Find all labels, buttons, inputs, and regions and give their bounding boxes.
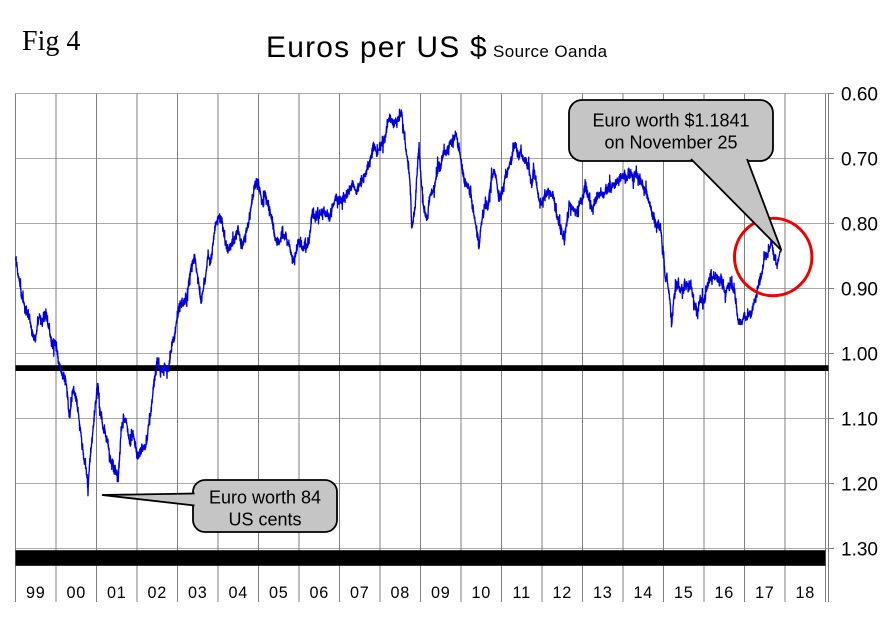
svg-text:13: 13: [593, 584, 613, 602]
svg-text:Fig 4: Fig 4: [22, 26, 80, 57]
svg-text:15: 15: [674, 584, 694, 602]
svg-text:0.70: 0.70: [841, 149, 878, 170]
svg-text:03: 03: [188, 584, 208, 602]
svg-text:on November 25: on November 25: [604, 133, 737, 153]
svg-text:10: 10: [471, 584, 491, 602]
svg-text:Euros per US $: Euros per US $: [266, 31, 488, 64]
svg-text:02: 02: [147, 584, 167, 602]
svg-text:14: 14: [633, 584, 653, 602]
svg-text:16: 16: [714, 584, 734, 602]
svg-text:Euro worth 84: Euro worth 84: [209, 488, 321, 508]
svg-text:Source Oanda: Source Oanda: [493, 42, 608, 61]
svg-text:08: 08: [390, 584, 410, 602]
svg-text:0.90: 0.90: [841, 279, 878, 300]
svg-text:00: 00: [66, 584, 86, 602]
svg-text:18: 18: [795, 584, 815, 602]
svg-text:09: 09: [431, 584, 451, 602]
svg-text:04: 04: [228, 584, 248, 602]
svg-text:05: 05: [269, 584, 289, 602]
svg-text:11: 11: [513, 584, 531, 602]
svg-text:US cents: US cents: [228, 510, 301, 530]
svg-text:07: 07: [350, 584, 370, 602]
svg-text:0.60: 0.60: [841, 84, 878, 105]
svg-text:01: 01: [107, 584, 127, 602]
svg-text:12: 12: [552, 584, 572, 602]
svg-text:17: 17: [755, 584, 775, 602]
svg-text:1.10: 1.10: [841, 409, 878, 430]
svg-text:Euro worth $1.1841: Euro worth $1.1841: [592, 111, 749, 131]
svg-text:99: 99: [26, 584, 46, 602]
svg-text:06: 06: [309, 584, 329, 602]
svg-text:1.00: 1.00: [841, 344, 878, 365]
svg-text:1.20: 1.20: [841, 474, 878, 495]
svg-text:0.80: 0.80: [841, 214, 878, 235]
svg-text:1.30: 1.30: [841, 539, 878, 560]
